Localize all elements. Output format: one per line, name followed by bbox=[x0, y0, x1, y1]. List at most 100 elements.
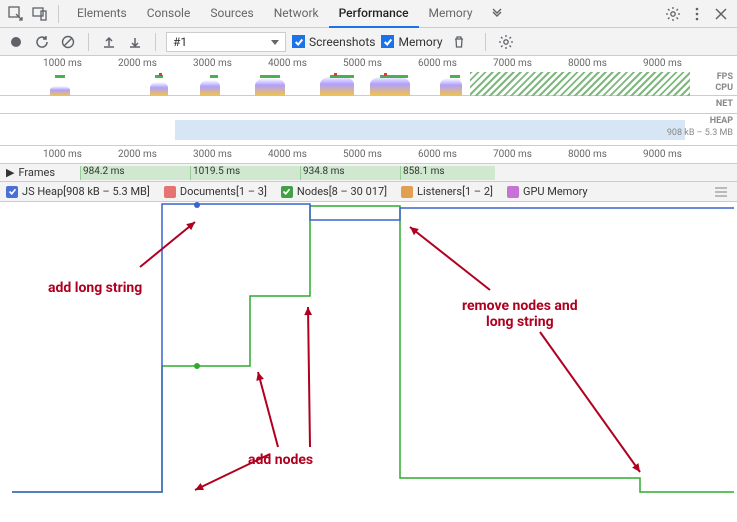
memory-chart-svg bbox=[0, 202, 737, 494]
frame-segment[interactable]: 984.2 ms bbox=[80, 166, 190, 180]
heap-lane-label: HEAP bbox=[710, 116, 733, 126]
heap-range-label: 908 kB – 5.3 MB bbox=[667, 128, 733, 138]
legend-label: JS Heap[908 kB – 5.3 MB] bbox=[22, 185, 150, 198]
heap-lane: HEAP 908 kB – 5.3 MB bbox=[0, 114, 737, 146]
legend-item[interactable]: Listeners[1 – 2] bbox=[401, 185, 493, 198]
legend-swatch-icon bbox=[281, 186, 293, 198]
fps-lane-label: FPS bbox=[717, 72, 733, 82]
ruler-tick: 9000 ms bbox=[643, 58, 682, 69]
performance-toolbar: #1 Screenshots Memory bbox=[0, 28, 737, 56]
legend-swatch-icon bbox=[507, 186, 519, 198]
memory-checkbox[interactable]: Memory bbox=[381, 35, 442, 49]
settings-gear-icon[interactable] bbox=[663, 4, 683, 24]
tab-sources[interactable]: Sources bbox=[200, 0, 263, 28]
tab-console[interactable]: Console bbox=[137, 0, 201, 28]
legend-swatch-icon bbox=[6, 186, 18, 198]
ruler-tick: 6000 ms bbox=[418, 58, 457, 69]
cpu-lane-label: CPU bbox=[715, 83, 733, 93]
kebab-menu-icon[interactable] bbox=[687, 4, 707, 24]
tab-performance[interactable]: Performance bbox=[329, 0, 419, 28]
ruler-tick: 3000 ms bbox=[193, 149, 232, 160]
cpu-hump bbox=[200, 80, 220, 96]
ruler-tick: 4000 ms bbox=[268, 58, 307, 69]
ruler-tick: 4000 ms bbox=[268, 149, 307, 160]
legend-item[interactable]: JS Heap[908 kB – 5.3 MB] bbox=[6, 185, 150, 198]
garbage-collect-icon[interactable] bbox=[449, 32, 469, 52]
cpu-hump bbox=[320, 76, 354, 96]
separator bbox=[485, 33, 486, 51]
profile-selector[interactable]: #1 bbox=[166, 32, 286, 52]
legend-item[interactable]: Documents[1 – 3] bbox=[164, 185, 267, 198]
ruler-tick: 5000 ms bbox=[343, 58, 382, 69]
legend-menu-icon[interactable] bbox=[711, 182, 731, 202]
overview-chart bbox=[0, 72, 707, 96]
checkbox-checked-icon bbox=[381, 35, 394, 48]
legend-label: Listeners[1 – 2] bbox=[417, 185, 493, 198]
ruler-tick: 9000 ms bbox=[643, 149, 682, 160]
capture-settings-gear-icon[interactable] bbox=[496, 32, 516, 52]
frame-segment[interactable]: 858.1 ms bbox=[400, 166, 495, 180]
ruler-tick: 6000 ms bbox=[418, 149, 457, 160]
inspect-icon[interactable] bbox=[6, 4, 26, 24]
reload-icon[interactable] bbox=[32, 32, 52, 52]
heap-overview-fill bbox=[175, 120, 685, 140]
tab-memory[interactable]: Memory bbox=[419, 0, 483, 28]
ruler-tick: 1000 ms bbox=[43, 58, 82, 69]
annotation-label: add long string bbox=[48, 280, 142, 296]
detail-ruler: 1000 ms 2000 ms 3000 ms 4000 ms 5000 ms 6000 … bbox=[0, 146, 737, 164]
ruler-tick: 7000 ms bbox=[493, 58, 532, 69]
frame-segment[interactable]: 934.8 ms bbox=[300, 166, 400, 180]
annotation-label: remove nodes andlong string bbox=[462, 298, 578, 330]
legend-label: GPU Memory bbox=[523, 185, 588, 198]
annotation-label: add nodes bbox=[248, 452, 313, 468]
cpu-hump bbox=[150, 82, 168, 96]
memory-legend: JS Heap[908 kB – 5.3 MB] Documents[1 – 3]… bbox=[0, 182, 737, 202]
device-toggle-icon[interactable] bbox=[30, 4, 50, 24]
legend-swatch-icon bbox=[401, 186, 413, 198]
separator bbox=[88, 33, 89, 51]
ruler-tick: 2000 ms bbox=[118, 58, 157, 69]
ruler-tick: 2000 ms bbox=[118, 149, 157, 160]
fps-bar bbox=[55, 75, 65, 78]
ruler-tick: 8000 ms bbox=[568, 149, 607, 160]
record-icon[interactable] bbox=[6, 32, 26, 52]
close-icon[interactable] bbox=[711, 4, 731, 24]
overview-ruler: 1000 ms 2000 ms 3000 ms 4000 ms 5000 ms 6000 … bbox=[0, 56, 737, 72]
separator bbox=[58, 5, 59, 23]
legend-item[interactable]: Nodes[8 – 30 017] bbox=[281, 185, 387, 198]
clear-icon[interactable] bbox=[58, 32, 78, 52]
memory-chart[interactable]: add long string add nodes remove nodes and… bbox=[0, 202, 737, 494]
ruler-tick: 8000 ms bbox=[568, 58, 607, 69]
ruler-tick: 3000 ms bbox=[193, 58, 232, 69]
legend-item[interactable]: GPU Memory bbox=[507, 185, 588, 198]
profile-selector-value: #1 bbox=[173, 35, 187, 49]
ruler-tick: 1000 ms bbox=[43, 149, 82, 160]
cpu-hump bbox=[370, 76, 410, 96]
tab-elements[interactable]: Elements bbox=[67, 0, 137, 28]
cpu-hump bbox=[50, 86, 70, 96]
frame-segment[interactable]: 1019.5 ms bbox=[190, 166, 300, 180]
frames-row[interactable]: ▶ Frames 984.2 ms1019.5 ms934.8 ms858.1 … bbox=[0, 164, 737, 182]
checkbox-checked-icon bbox=[292, 35, 305, 48]
memory-label: Memory bbox=[398, 35, 442, 49]
net-lane-label: NET bbox=[716, 99, 733, 109]
ruler-tick: 5000 ms bbox=[343, 149, 382, 160]
ruler-tick: 7000 ms bbox=[493, 149, 532, 160]
screenshots-label: Screenshots bbox=[309, 35, 375, 49]
separator bbox=[155, 33, 156, 51]
overview-hatched-region bbox=[470, 72, 690, 96]
load-profile-icon[interactable] bbox=[99, 32, 119, 52]
legend-label: Documents[1 – 3] bbox=[180, 185, 267, 198]
screenshots-checkbox[interactable]: Screenshots bbox=[292, 35, 375, 49]
fps-bar bbox=[210, 75, 218, 78]
overview-panel[interactable]: 1000 ms 2000 ms 3000 ms 4000 ms 5000 ms 6000 … bbox=[0, 56, 737, 96]
cpu-hump bbox=[255, 78, 285, 96]
legend-label: Nodes[8 – 30 017] bbox=[297, 185, 387, 198]
legend-swatch-icon bbox=[164, 186, 176, 198]
more-tabs-icon[interactable] bbox=[487, 4, 507, 24]
devtools-tabs-bar: ElementsConsoleSourcesNetworkPerformance… bbox=[0, 0, 737, 28]
save-profile-icon[interactable] bbox=[125, 32, 145, 52]
net-lane: NET bbox=[0, 96, 737, 114]
tab-network[interactable]: Network bbox=[264, 0, 329, 28]
cpu-hump bbox=[440, 78, 462, 96]
